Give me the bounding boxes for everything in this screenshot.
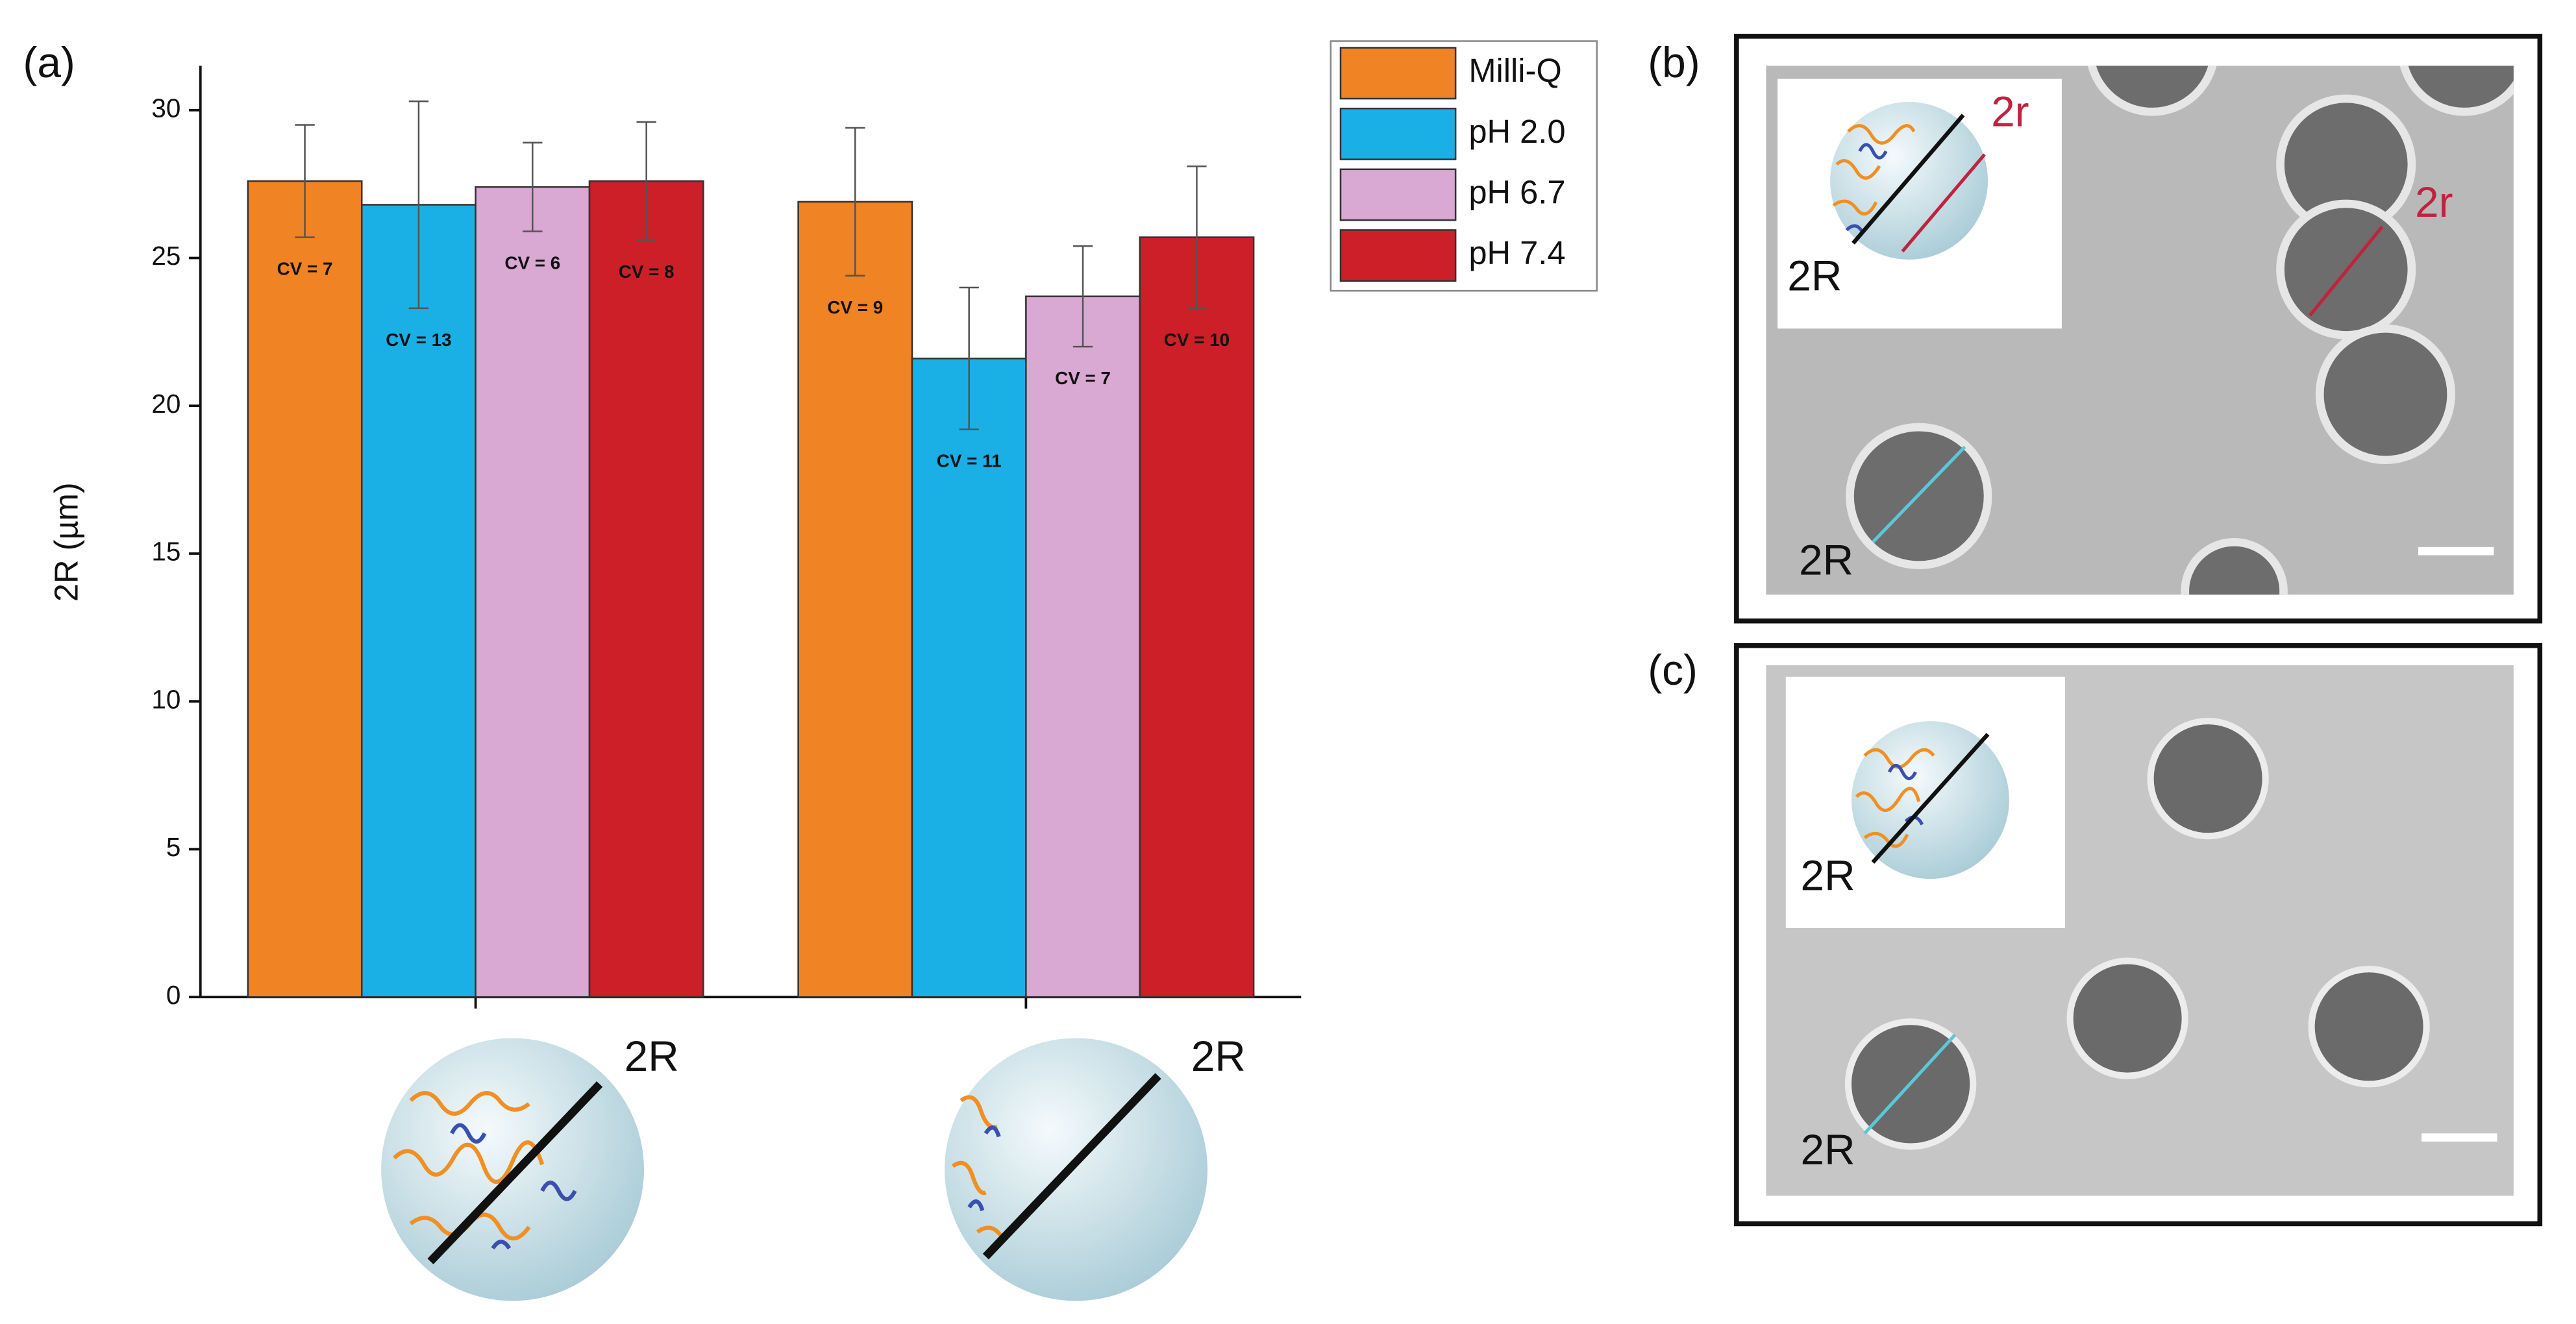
micrograph-c: 2R 2R [1734, 643, 2543, 1227]
y-tick-label: 20 [151, 389, 180, 419]
y-axis-label: 2R (µm) [48, 482, 85, 602]
bar [797, 201, 913, 998]
inset-label: 2R [1787, 252, 1842, 300]
image-label: 2R [1799, 536, 1853, 584]
error-bar [408, 100, 429, 310]
error-bar [295, 124, 315, 238]
legend-swatch [1339, 168, 1457, 221]
legend-label: Milli-Q [1468, 52, 1561, 89]
error-bar [636, 121, 656, 241]
y-tick-label: 25 [151, 241, 180, 271]
data-label: CV = 11 [937, 451, 1002, 471]
bar [911, 358, 1027, 998]
image-label: 2R [1801, 1125, 1855, 1173]
y-tick-label: 10 [151, 684, 180, 714]
error-bar [1187, 165, 1207, 310]
data-label: CV = 7 [277, 259, 333, 279]
data-label: CV = 8 [619, 262, 675, 282]
illustration-label: 2R [625, 1032, 679, 1080]
error-bar [959, 286, 979, 430]
y-tick-label: 15 [151, 537, 180, 567]
bar [475, 186, 591, 998]
error-bar [523, 141, 543, 232]
y-tick-label: 0 [166, 980, 181, 1010]
error-bar [845, 127, 865, 277]
bar [247, 180, 363, 998]
bar [1025, 295, 1141, 998]
inset-label: 2r [1991, 88, 2029, 136]
legend-swatch [1339, 47, 1457, 100]
y-tick-label: 30 [151, 93, 180, 123]
image-label: 2r [2415, 178, 2453, 226]
panel-label: (b) [1648, 38, 1700, 86]
legend-label: pH 2.0 [1468, 113, 1565, 150]
illustration-label: 2R [1191, 1032, 1246, 1080]
y-tick-label: 5 [166, 832, 181, 862]
bar [1139, 236, 1255, 998]
illustration: 2R 2R [381, 1032, 1246, 1301]
panel-label: (c) [1648, 646, 1698, 694]
legend-swatch [1339, 229, 1457, 282]
panel-label: (a) [23, 38, 75, 86]
legend-label: pH 7.4 [1468, 234, 1565, 271]
legend-label: pH 6.7 [1468, 173, 1565, 210]
data-label: CV = 13 [386, 330, 451, 350]
data-label: CV = 6 [504, 252, 560, 273]
inset-label: 2R [1801, 851, 1855, 899]
legend-swatch [1339, 107, 1457, 160]
data-label: CV = 9 [827, 297, 883, 317]
bar [360, 204, 477, 998]
data-label: CV = 10 [1164, 330, 1230, 350]
micrograph-b: 2r 2r 2R 2R [1734, 34, 2543, 624]
error-bar [1072, 245, 1093, 348]
bar [588, 180, 704, 998]
data-label: CV = 7 [1055, 368, 1111, 388]
